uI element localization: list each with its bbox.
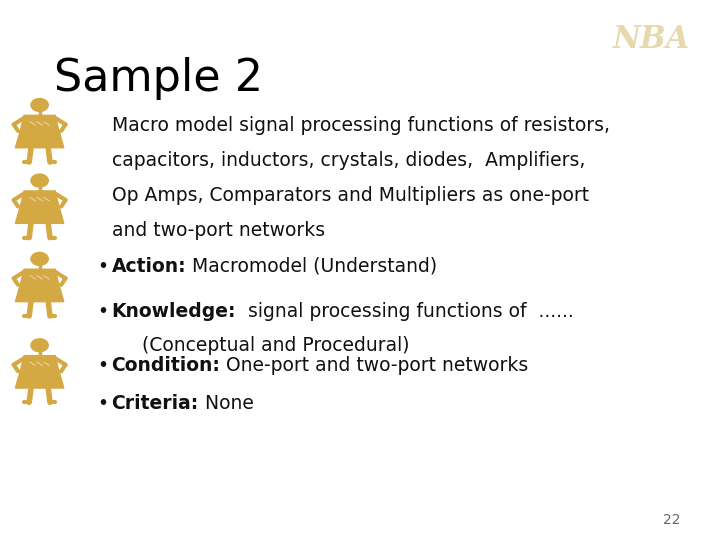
Text: Criteria:: Criteria:: [112, 394, 199, 413]
Polygon shape: [15, 370, 64, 388]
Text: •: •: [97, 394, 108, 413]
Polygon shape: [21, 191, 58, 205]
Polygon shape: [15, 205, 64, 224]
Text: Macromodel (Understand): Macromodel (Understand): [186, 256, 437, 275]
Text: NBA: NBA: [613, 24, 690, 55]
Text: Knowledge:: Knowledge:: [112, 302, 236, 321]
Circle shape: [31, 98, 48, 111]
Polygon shape: [21, 269, 58, 284]
Circle shape: [31, 252, 48, 265]
Polygon shape: [21, 116, 58, 130]
Text: Condition:: Condition:: [112, 356, 220, 375]
Text: capacitors, inductors, crystals, diodes,  Amplifiers,: capacitors, inductors, crystals, diodes,…: [112, 151, 585, 170]
Text: Op Amps, Comparators and Multipliers as one-port: Op Amps, Comparators and Multipliers as …: [112, 186, 589, 205]
Polygon shape: [15, 130, 64, 148]
Text: Macro model signal processing functions of resistors,: Macro model signal processing functions …: [112, 116, 610, 135]
Text: None: None: [199, 394, 253, 413]
Text: Sample 2: Sample 2: [54, 57, 263, 100]
Text: Action:: Action:: [112, 256, 186, 275]
Text: and two-port networks: and two-port networks: [112, 221, 325, 240]
Polygon shape: [15, 284, 64, 302]
Text: •: •: [97, 256, 108, 275]
Circle shape: [31, 339, 48, 352]
Text: signal processing functions of  ......: signal processing functions of ......: [236, 302, 574, 321]
Text: One-port and two-port networks: One-port and two-port networks: [220, 356, 528, 375]
Text: (Conceptual and Procedural): (Conceptual and Procedural): [112, 336, 409, 355]
Circle shape: [31, 174, 48, 187]
Text: •: •: [97, 302, 108, 321]
Polygon shape: [21, 356, 58, 370]
Text: 22: 22: [663, 512, 680, 526]
Text: •: •: [97, 356, 108, 375]
